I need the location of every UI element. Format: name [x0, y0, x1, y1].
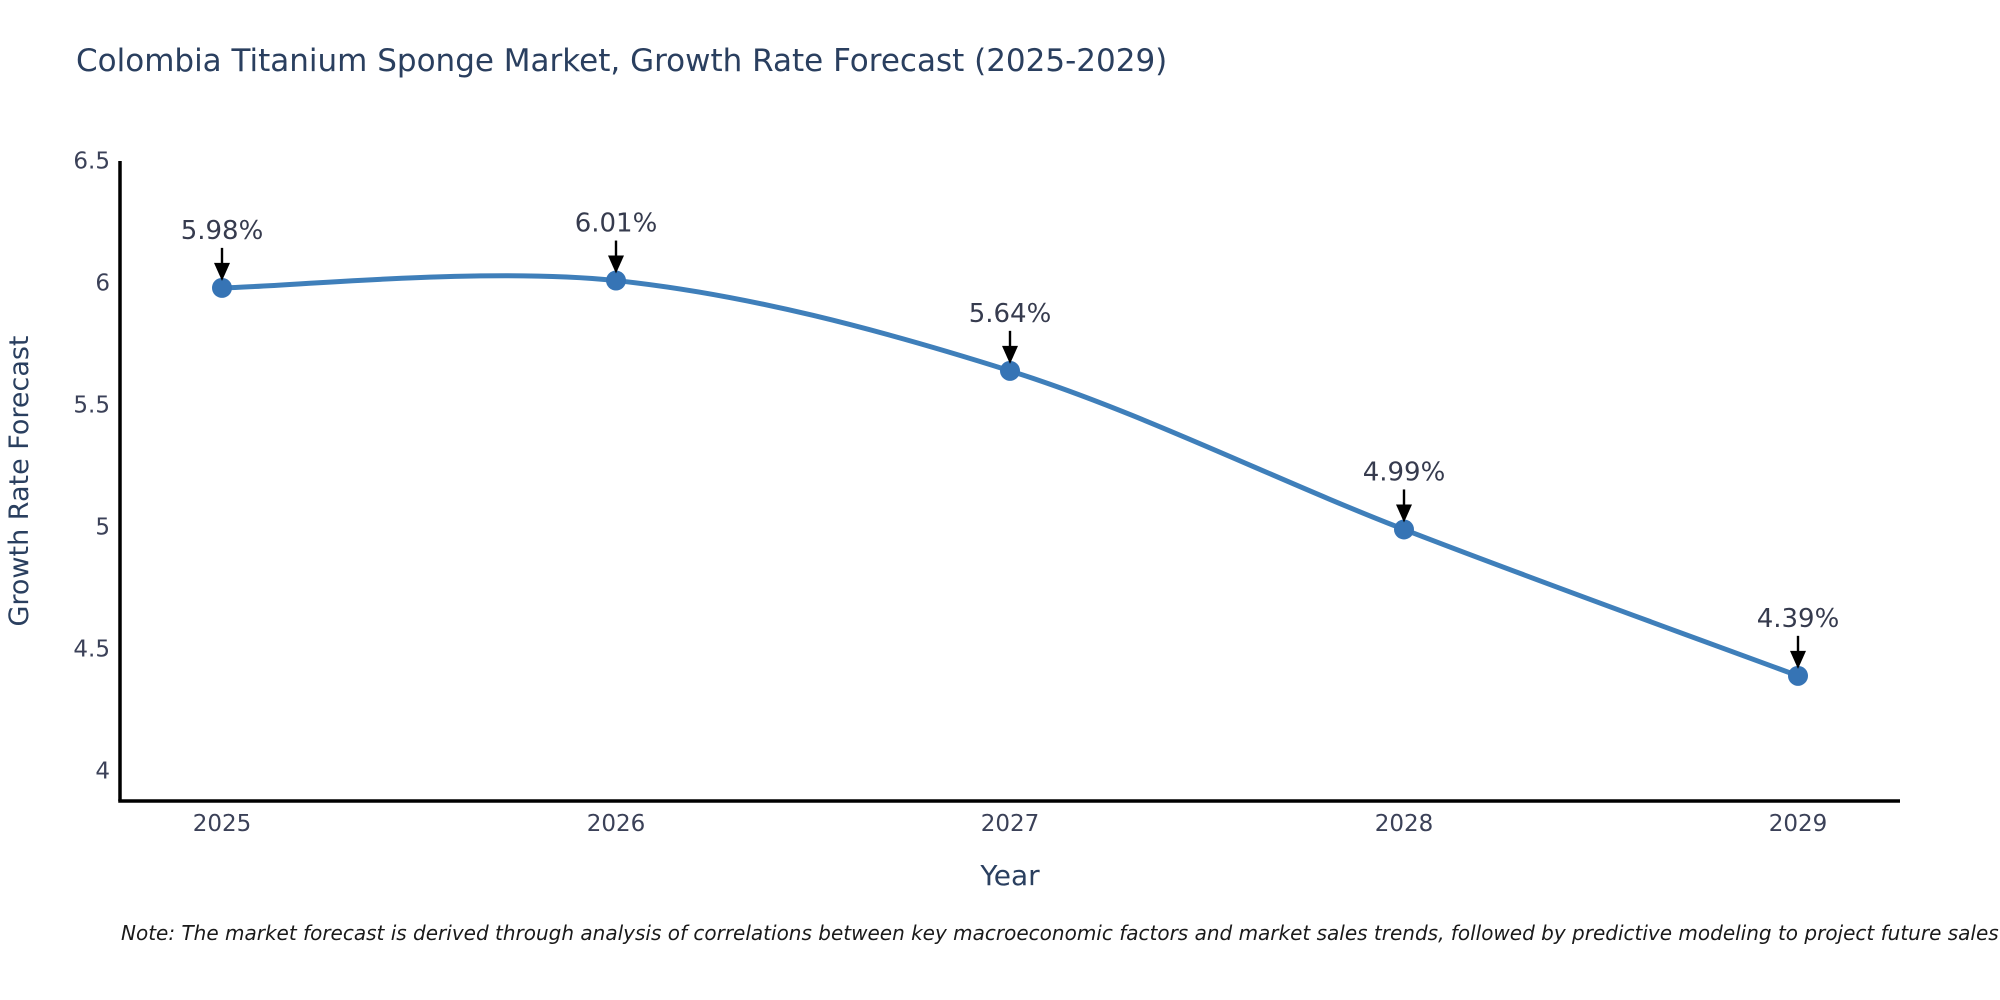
- data-point-2025[interactable]: [212, 277, 232, 298]
- annotation-label: 6.01%: [575, 209, 658, 239]
- annotation-arrowhead: [1790, 650, 1806, 669]
- data-point-2026[interactable]: [606, 270, 626, 291]
- y-axis-title: Growth Rate Forecast: [4, 335, 35, 626]
- data-point-2029[interactable]: [1788, 665, 1808, 686]
- y-tick-label: 5.5: [73, 392, 110, 418]
- x-tick-label: 2027: [981, 811, 1040, 837]
- y-tick-label: 6: [95, 270, 110, 296]
- annotation-label: 4.99%: [1363, 457, 1446, 487]
- chart-footnote: Note: The market forecast is derived thr…: [121, 921, 1999, 945]
- x-tick-label: 2028: [1375, 811, 1434, 837]
- x-axis-title: Year: [979, 859, 1040, 892]
- x-tick-label: 2026: [587, 811, 646, 837]
- annotation-arrowhead: [1002, 345, 1018, 364]
- annotation-arrowhead: [214, 262, 230, 281]
- annotation-label: 5.64%: [969, 299, 1052, 329]
- annotation-arrowhead: [608, 255, 624, 274]
- y-tick-label: 5: [95, 514, 110, 540]
- annotation-arrowhead: [1396, 504, 1412, 523]
- y-tick-label: 6.5: [73, 148, 110, 174]
- x-tick-label: 2029: [1769, 811, 1828, 837]
- data-point-2027[interactable]: [1000, 360, 1020, 381]
- annotation-label: 5.98%: [181, 216, 264, 246]
- y-tick-label: 4.5: [73, 636, 110, 662]
- y-tick-label: 4: [95, 758, 110, 784]
- chart-title: Colombia Titanium Sponge Market, Growth …: [76, 43, 1168, 79]
- annotation-label: 4.39%: [1757, 604, 1840, 634]
- x-tick-label: 2025: [193, 811, 252, 837]
- data-point-2028[interactable]: [1394, 519, 1414, 540]
